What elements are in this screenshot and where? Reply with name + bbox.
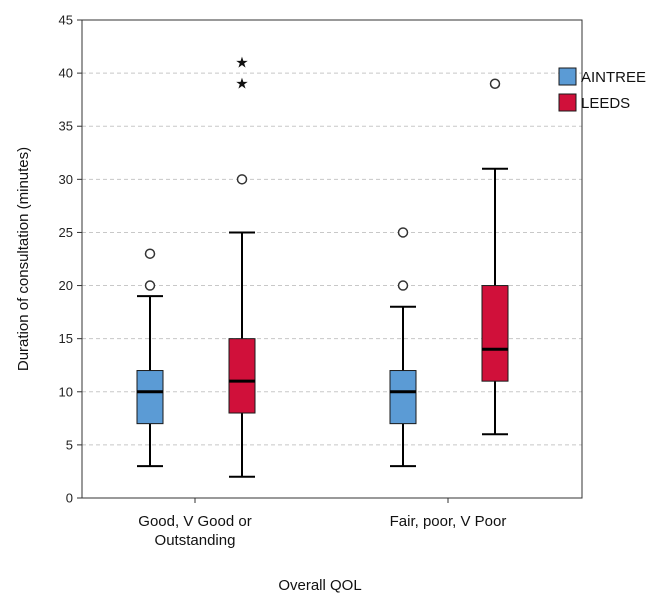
y-axis: 0 5 10 15 20 25 30 35 40 45 [59, 13, 82, 506]
extreme-outlier-point: ★ [235, 76, 248, 93]
y-tick-label: 35 [59, 119, 73, 134]
x-axis-title: Overall QOL [278, 577, 361, 594]
y-tick-label: 20 [59, 278, 73, 293]
legend-item-aintree: AINTREE [558, 67, 646, 86]
plot-frame [81, 19, 583, 499]
outlier-point [397, 280, 409, 291]
y-tick-label: 25 [59, 225, 73, 240]
iqr-box [228, 338, 256, 414]
x-category-label: Outstanding [155, 532, 236, 549]
outlier-point [144, 248, 156, 259]
y-tick-label: 10 [59, 384, 73, 399]
legend-item-leeds: LEEDS [558, 93, 630, 112]
x-axis: Good, V Good or Outstanding Fair, poor, V … [138, 498, 506, 549]
x-category-label: Good, V Good or [138, 513, 251, 530]
extreme-outlier-point: ★ [235, 54, 248, 71]
legend-label: AINTREE [581, 69, 646, 86]
iqr-box [481, 285, 509, 382]
box-leeds: ★★ [228, 54, 256, 478]
box-aintree [389, 227, 417, 468]
outlier-point [397, 227, 409, 238]
outlier-point [236, 174, 248, 185]
box-aintree [136, 248, 164, 468]
y-tick-label: 45 [59, 13, 73, 28]
legend-swatch [558, 93, 577, 112]
legend-swatch [558, 67, 577, 86]
iqr-box [136, 370, 164, 425]
y-axis-title: Duration of consultation (minutes) [15, 147, 32, 371]
x-category-label: Fair, poor, V Poor [390, 513, 507, 530]
legend-label: LEEDS [581, 95, 630, 112]
boxes: ★★ [136, 54, 509, 478]
iqr-box [389, 370, 417, 425]
outlier-point [144, 280, 156, 291]
y-tick-label: 0 [66, 491, 73, 506]
outlier-point [489, 78, 501, 89]
y-tick-label: 40 [59, 66, 73, 81]
y-tick-label: 15 [59, 331, 73, 346]
legend: AINTREE LEEDS [558, 67, 646, 112]
y-tick-label: 5 [66, 437, 73, 452]
y-tick-label: 30 [59, 172, 73, 187]
box-leeds [481, 78, 509, 436]
